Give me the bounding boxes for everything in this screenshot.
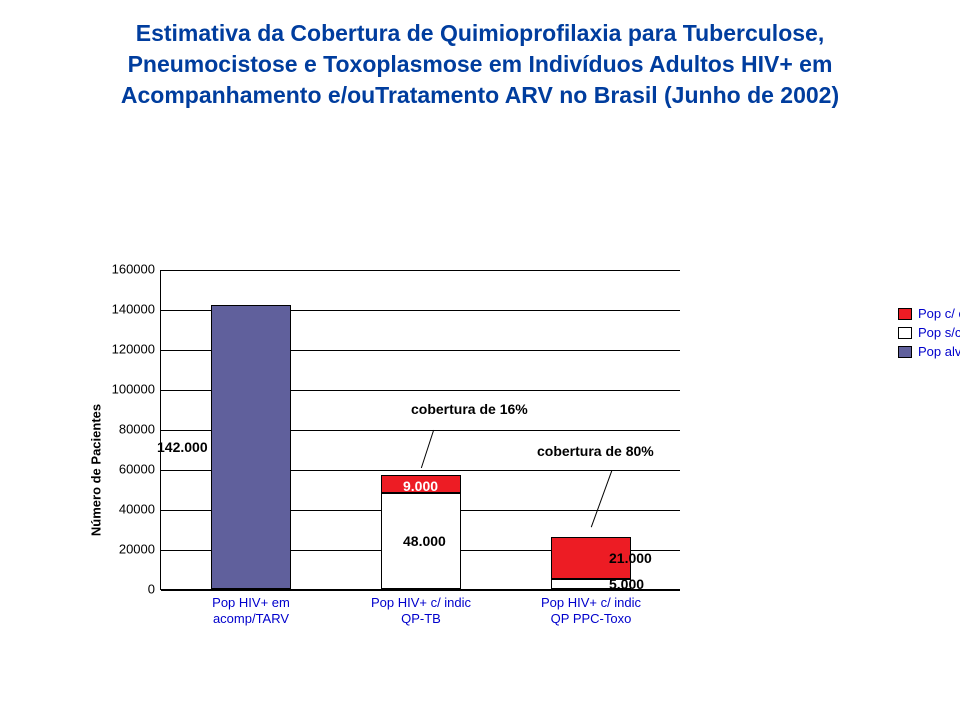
- legend-item: Pop c/ cobertura: [898, 306, 960, 321]
- y-tick-label: 160000: [112, 262, 161, 277]
- chart-title: Estimativa da Cobertura de Quimioprofila…: [0, 0, 960, 111]
- x-cat-line2: acomp/TARV: [181, 611, 321, 627]
- x-category-label: Pop HIV+ c/ indicQP PPC-Toxo: [521, 589, 661, 628]
- x-category-label: Pop HIV+ c/ indicQP-TB: [351, 589, 491, 628]
- bar-value-label: 48.000: [403, 533, 446, 549]
- x-cat-line2: QP-TB: [351, 611, 491, 627]
- y-tick-label: 0: [148, 582, 161, 597]
- legend-swatch: [898, 327, 912, 339]
- annotation: cobertura de 16%: [411, 401, 528, 417]
- legend-label: Pop c/ cobertura: [918, 306, 960, 321]
- legend-label: Pop s/cobertura: [918, 325, 960, 340]
- y-tick-label: 120000: [112, 342, 161, 357]
- legend-item: Pop s/cobertura: [898, 325, 960, 340]
- chart: Número de Pacientes 02000040000600008000…: [60, 270, 900, 670]
- y-tick-label: 20000: [119, 542, 161, 557]
- y-axis-label: Número de Pacientes: [89, 404, 104, 536]
- bar-value-label: 9.000: [403, 478, 438, 494]
- bar-value-label: 21.000: [609, 550, 652, 566]
- x-cat-line2: QP PPC-Toxo: [521, 611, 661, 627]
- legend-item: Pop alvo total: [898, 344, 960, 359]
- y-tick-label: 140000: [112, 302, 161, 317]
- legend-swatch: [898, 308, 912, 320]
- x-cat-line1: Pop HIV+ c/ indic: [351, 595, 491, 611]
- legend-swatch: [898, 346, 912, 358]
- gridline: [161, 270, 680, 271]
- title-line-1: Estimativa da Cobertura de Quimioprofila…: [40, 18, 920, 49]
- y-tick-label: 100000: [112, 382, 161, 397]
- annotation: cobertura de 80%: [537, 443, 654, 459]
- x-cat-line1: Pop HIV+ em: [181, 595, 321, 611]
- x-category-label: Pop HIV+ emacomp/TARV: [181, 589, 321, 628]
- bar-segment-total: [211, 305, 291, 589]
- legend-label: Pop alvo total: [918, 344, 960, 359]
- y-tick-label: 40000: [119, 502, 161, 517]
- annotation-arrow: [591, 471, 612, 528]
- title-line-3: Acompanhamento e/ouTratamento ARV no Bra…: [40, 80, 920, 111]
- x-cat-line1: Pop HIV+ c/ indic: [521, 595, 661, 611]
- plot-area: 0200004000060000800001000001200001400001…: [160, 270, 680, 590]
- legend: Pop c/ cobertura Pop s/cobertura Pop alvo …: [890, 300, 960, 369]
- bar-value-label: 142.000: [157, 439, 208, 455]
- annotation-arrow: [421, 430, 434, 468]
- y-tick-label: 80000: [119, 422, 161, 437]
- y-tick-label: 60000: [119, 462, 161, 477]
- title-line-2: Pneumocistose e Toxoplasmose em Indivídu…: [40, 49, 920, 80]
